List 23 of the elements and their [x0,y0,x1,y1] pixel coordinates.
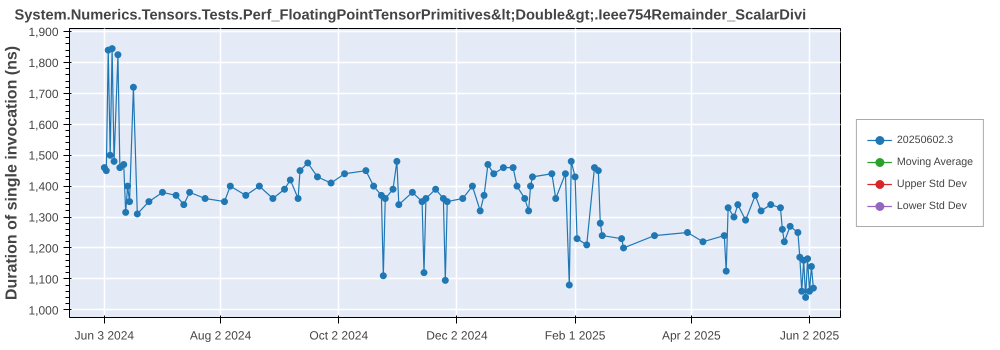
y-tick-label: 1,100 [28,272,59,286]
y-tick-label: 1,200 [28,241,59,256]
y-tick-label: 1,800 [28,56,59,70]
y-tick-label: 1,400 [28,180,59,194]
y-tick-label: 1,900 [28,25,59,40]
y-tick-label: 1,300 [28,210,59,225]
x-tick-label: Jun 3 2024 [74,328,134,342]
y-tick-label: 1,500 [28,148,59,163]
legend-label: Upper Std Dev [896,178,967,190]
x-tick-label: Jun 2 2025 [780,328,840,342]
x-tick-label: Feb 1 2025 [544,328,606,342]
x-tick-label: Oct 2 2024 [309,328,368,342]
x-tick-label: Aug 2 2024 [190,328,252,342]
legend-label: Lower Std Dev [896,200,967,212]
legend-label: 20250602.3 [896,134,954,146]
x-tick-label: Apr 2 2025 [662,328,722,342]
x-tick-label: Dec 2 2024 [426,328,488,342]
y-tick-label: 1,700 [28,86,59,101]
y-axis-title: Duration of single invocation (ns) [3,46,20,300]
y-tick-label: 1,000 [28,303,59,318]
legend-label: Moving Average [896,156,974,168]
y-tick-label: 1,600 [28,118,59,132]
chart-title: System.Numerics.Tensors.Tests.Perf_FloatingPointTensorPrimitives&lt;Double&gt;.Ieee754Remainder_ScalarDivi [14,8,806,24]
